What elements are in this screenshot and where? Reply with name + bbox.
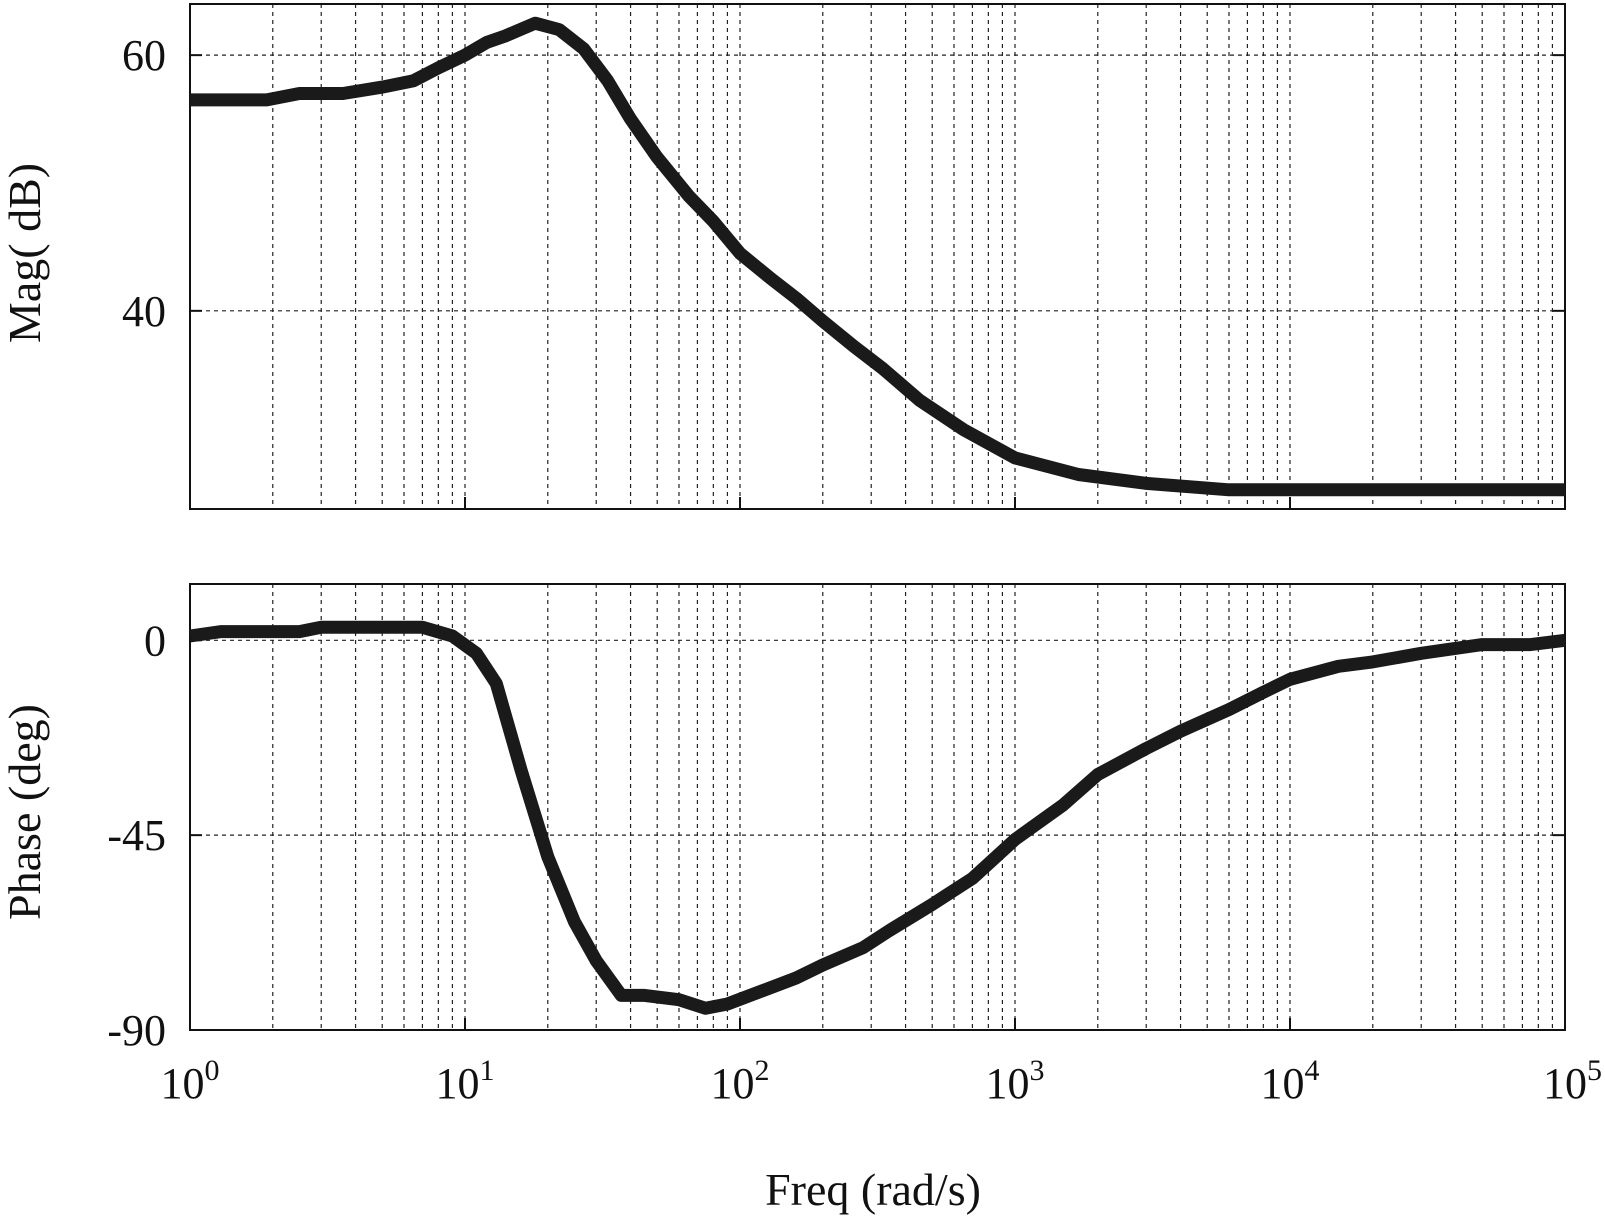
x-tick-label-exponent: 1 bbox=[480, 1054, 495, 1087]
phase-series-line bbox=[189, 620, 1566, 1015]
phase-y-axis-label: Phase (deg) bbox=[0, 704, 50, 920]
x-tick-label-base: 10 bbox=[986, 1059, 1030, 1108]
phase-y-tick-label: -45 bbox=[107, 811, 166, 860]
x-tick-label-exponent: 5 bbox=[1587, 1054, 1602, 1087]
x-tick-label: 102 bbox=[711, 1054, 770, 1108]
magnitude-grid bbox=[190, 4, 1565, 509]
x-tick-label: 103 bbox=[986, 1054, 1045, 1108]
phase-y-tick-label: -90 bbox=[107, 1006, 166, 1055]
phase-y-tick-label: 0 bbox=[144, 616, 166, 665]
magnitude-y-tick-label: 40 bbox=[122, 287, 166, 336]
x-axis-label: Freq (rad/s) bbox=[765, 1164, 981, 1215]
magnitude-y-axis-label: Mag( dB) bbox=[0, 163, 50, 343]
x-tick-label-exponent: 4 bbox=[1305, 1054, 1320, 1087]
x-axis-tick-labels: 100 101 102 103 104 105 bbox=[161, 1054, 1603, 1108]
phase-y-ticks: -90 -45 0 bbox=[107, 616, 1566, 1055]
x-tick-label-base: 10 bbox=[161, 1059, 205, 1108]
x-tick-label-base: 10 bbox=[1261, 1059, 1305, 1108]
x-tick-label: 104 bbox=[1261, 1054, 1320, 1108]
magnitude-y-tick-label: 60 bbox=[122, 31, 166, 80]
magnitude-y-ticks: 40 60 bbox=[122, 31, 1566, 509]
x-tick-label-base: 10 bbox=[1543, 1059, 1587, 1108]
phase-panel: -90 -45 0 Phase (deg) bbox=[0, 583, 1566, 1055]
x-tick-label-base: 10 bbox=[711, 1059, 755, 1108]
phase-axes-frame bbox=[189, 583, 1566, 1031]
x-tick-label-exponent: 2 bbox=[755, 1054, 770, 1087]
magnitude-series-line bbox=[190, 16, 1565, 497]
x-tick-label-base: 10 bbox=[436, 1059, 480, 1108]
magnitude-axes-frame bbox=[189, 3, 1566, 510]
phase-grid bbox=[190, 584, 1565, 1031]
x-tick-label: 101 bbox=[436, 1054, 495, 1108]
x-tick-label-exponent: 3 bbox=[1030, 1054, 1045, 1087]
x-tick-label-exponent: 0 bbox=[205, 1054, 220, 1087]
magnitude-panel: 40 60 Mag( dB) bbox=[0, 3, 1566, 510]
x-tick-label: 105 bbox=[1543, 1054, 1602, 1108]
x-tick-label: 100 bbox=[161, 1054, 220, 1108]
